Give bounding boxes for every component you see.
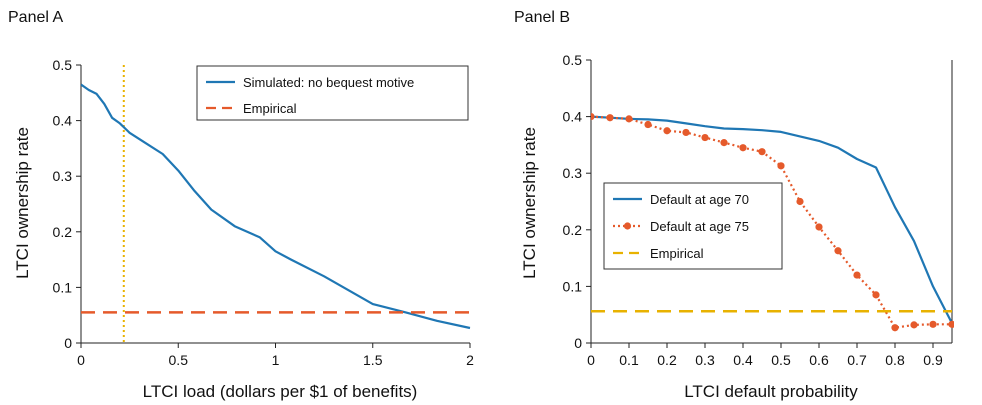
panel-b: Panel B 0 0.1 0.2 0.3 0.4 0.5 0 0.1 0.2 0.3 0.4 0.5… xyxy=(514,9,954,401)
legend-entry-label: Empirical xyxy=(243,101,297,116)
data-point xyxy=(739,144,747,152)
series-group xyxy=(81,65,471,343)
y-tick-label: 0.4 xyxy=(563,109,583,125)
data-point xyxy=(644,120,652,129)
x-tick-label: 2 xyxy=(466,352,474,368)
data-point xyxy=(701,133,709,142)
panel-a-plot-area: 0 0.1 0.2 0.3 0.4 0.5 0 0.5 1 1.5 2 Simulated: no b… xyxy=(53,57,475,368)
data-point xyxy=(796,197,804,206)
x-tick-label: 0.8 xyxy=(885,352,905,368)
panel-a-y-axis-label: LTCI ownership rate xyxy=(13,127,32,279)
data-point xyxy=(929,320,937,328)
data-point xyxy=(606,114,614,122)
x-tick-label: 0 xyxy=(587,352,595,368)
x-tick-label: 0.9 xyxy=(923,352,943,368)
legend: Default at age 70 Default at age 75 Empiri… xyxy=(603,182,783,270)
data-point xyxy=(663,127,671,135)
y-tick-label: 0.5 xyxy=(563,52,583,68)
x-tick-label: 0.2 xyxy=(657,352,677,368)
x-tick-label: 0.5 xyxy=(169,352,189,368)
data-point xyxy=(872,291,880,299)
data-point xyxy=(834,247,842,255)
series-line-simulated-no-bequest-motive xyxy=(81,83,471,330)
x-tick-label: 0.7 xyxy=(847,352,867,368)
y-tick-label: 0.4 xyxy=(53,113,73,129)
y-tick-label: 0.3 xyxy=(53,168,73,184)
y-tick-label: 0.3 xyxy=(563,165,583,181)
x-tick-label: 0 xyxy=(77,352,85,368)
legend-entry-label: Simulated: no bequest motive xyxy=(243,75,414,90)
panel-b-y-axis-label: LTCI ownership rate xyxy=(520,127,539,279)
legend-entry-label: Empirical xyxy=(650,246,704,261)
legend-entry-label: Default at age 75 xyxy=(650,219,749,234)
panel-b-x-axis-label: LTCI default probability xyxy=(684,382,858,401)
x-tick-label: 1.5 xyxy=(363,352,383,368)
series-group xyxy=(591,113,954,332)
legend-entry-label: Default at age 70 xyxy=(650,192,749,207)
panel-a-title: Panel A xyxy=(8,9,63,26)
x-tick-label: 0.4 xyxy=(733,352,753,368)
series-line-default-at-age-70 xyxy=(591,115,953,324)
data-point xyxy=(682,128,690,137)
data-point xyxy=(853,271,861,279)
panel-a-x-axis-label: LTCI load (dollars per $1 of benefits) xyxy=(143,382,418,401)
x-tick-label: 0.3 xyxy=(695,352,715,368)
y-tick-label: 0 xyxy=(64,335,72,351)
y-tick-label: 0.1 xyxy=(53,279,73,295)
data-point xyxy=(591,113,595,121)
panel-b-plot-area: 0 0.1 0.2 0.3 0.4 0.5 0 0.1 0.2 0.3 0.4 0.5 0.6 0.7 0.… xyxy=(563,52,954,368)
legend-box xyxy=(196,65,469,121)
data-point xyxy=(910,321,918,329)
legend-marker xyxy=(623,222,632,230)
y-tick-label: 0.1 xyxy=(563,278,583,294)
y-tick-label: 0.2 xyxy=(563,222,583,238)
data-point xyxy=(891,324,899,332)
x-tick-label: 0.5 xyxy=(771,352,791,368)
panel-a: Panel A 0 0.1 0.2 0.3 0.4 0.5 0 0.5 1 1.5 2 Simulat… xyxy=(8,9,474,401)
data-point xyxy=(720,139,728,147)
y-tick-label: 0.2 xyxy=(53,224,73,240)
data-point xyxy=(948,320,954,328)
data-point xyxy=(777,162,785,170)
x-tick-label: 1 xyxy=(272,352,280,368)
panel-b-title: Panel B xyxy=(514,9,570,26)
legend: Simulated: no bequest motive Empirical xyxy=(196,65,469,121)
y-tick-label: 0.5 xyxy=(53,57,73,73)
y-tick-label: 0 xyxy=(574,335,582,351)
x-tick-label: 0.6 xyxy=(809,352,829,368)
data-point xyxy=(815,223,823,231)
data-point xyxy=(758,148,766,156)
data-point xyxy=(625,115,633,123)
x-tick-label: 0.1 xyxy=(619,352,639,368)
